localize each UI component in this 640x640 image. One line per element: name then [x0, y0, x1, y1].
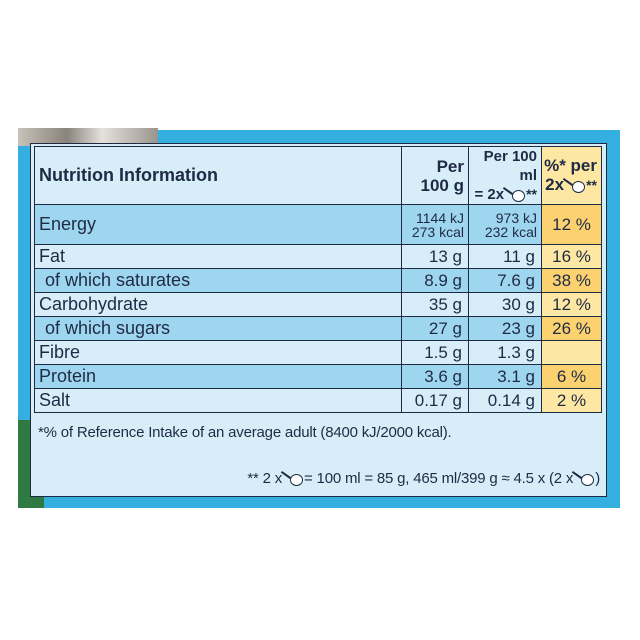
table-row: of which sugars 27 g 23 g 26 % — [34, 316, 602, 341]
saturates-per-100g: 8.9 g — [401, 268, 469, 293]
saturates-per-100ml: 7.6 g — [468, 268, 542, 293]
row-label-energy: Energy — [34, 204, 402, 245]
table-row: Salt 0.17 g 0.14 g 2 % — [34, 388, 602, 413]
sugars-per-100ml: 23 g — [468, 316, 542, 341]
row-label-saturates: of which saturates — [34, 268, 402, 293]
row-label-salt: Salt — [34, 388, 402, 413]
fibre-per-100ml: 1.3 g — [468, 340, 542, 365]
protein-per-100ml: 3.1 g — [468, 364, 542, 389]
protein-per-100g: 3.6 g — [401, 364, 469, 389]
salt-per-100ml: 0.14 g — [468, 388, 542, 413]
carbohydrate-per-100ml: 30 g — [468, 292, 542, 317]
fat-per-100g: 13 g — [401, 244, 469, 269]
salt-per-100g: 0.17 g — [401, 388, 469, 413]
fibre-ri — [541, 340, 602, 365]
packaging-artwork — [18, 128, 158, 146]
table-row: Protein 3.6 g 3.1 g 6 % — [34, 364, 602, 389]
saturates-ri: 38 % — [541, 268, 602, 293]
table-row: Fat 13 g 11 g 16 % — [34, 244, 602, 269]
energy-per-100g: 1144 kJ 273 kcal — [401, 204, 469, 245]
col-header-ri: %* per 2x ** — [541, 146, 602, 205]
table-row: of which saturates 8.9 g 7.6 g 38 % — [34, 268, 602, 293]
scoop-icon — [502, 187, 526, 202]
table-row: Carbohydrate 35 g 30 g 12 % — [34, 292, 602, 317]
table-title: Nutrition Information — [34, 146, 402, 205]
protein-ri: 6 % — [541, 364, 602, 389]
table-row: Fibre 1.5 g 1.3 g — [34, 340, 602, 365]
fibre-per-100g: 1.5 g — [401, 340, 469, 365]
salt-ri: 2 % — [541, 388, 602, 413]
row-label-fat: Fat — [34, 244, 402, 269]
reference-intake-footnote: *% of Reference Intake of an average adu… — [38, 424, 452, 441]
col-header-per-100g: Per 100 g — [401, 146, 469, 205]
fat-ri: 16 % — [541, 244, 602, 269]
row-label-carbohydrate: Carbohydrate — [34, 292, 402, 317]
nutrition-table: Nutrition Information Per 100 g Per 100 … — [34, 146, 602, 413]
carbohydrate-per-100g: 35 g — [401, 292, 469, 317]
sugars-ri: 26 % — [541, 316, 602, 341]
table-row: Energy 1144 kJ 273 kcal 973 kJ 232 kcal 12… — [34, 204, 602, 245]
col-header-per-100ml: Per 100 ml = 2x ** — [468, 146, 542, 205]
header-row: Nutrition Information Per 100 g Per 100 … — [34, 146, 602, 205]
row-label-sugars: of which sugars — [34, 316, 402, 341]
sugars-per-100g: 27 g — [401, 316, 469, 341]
carbohydrate-ri: 12 % — [541, 292, 602, 317]
scoop-icon — [280, 471, 304, 486]
row-label-fibre: Fibre — [34, 340, 402, 365]
scoop-icon — [572, 471, 595, 486]
energy-per-100ml: 973 kJ 232 kcal — [468, 204, 542, 245]
row-label-protein: Protein — [34, 364, 402, 389]
scoop-icon — [562, 178, 586, 193]
serving-footnote: ** 2 x = 100 ml = 85 g, 465 ml/399 g ≈ 4.… — [247, 470, 600, 487]
energy-ri: 12 % — [541, 204, 602, 245]
fat-per-100ml: 11 g — [468, 244, 542, 269]
